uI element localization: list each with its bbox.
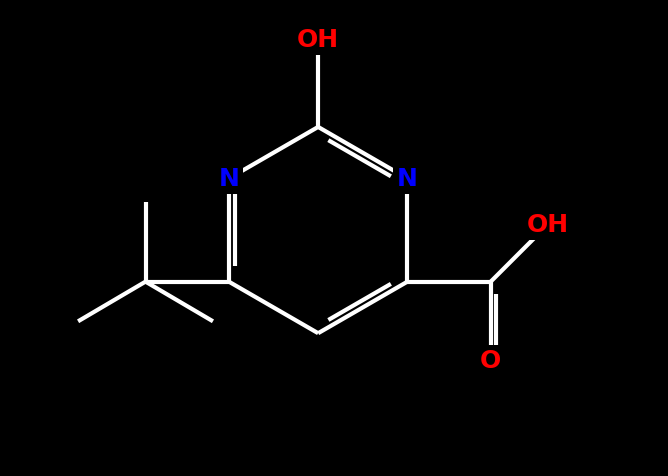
Text: N: N (218, 167, 239, 190)
Text: OH: OH (527, 212, 569, 237)
Text: O: O (480, 349, 502, 373)
Text: N: N (397, 167, 418, 190)
Text: OH: OH (297, 28, 339, 52)
